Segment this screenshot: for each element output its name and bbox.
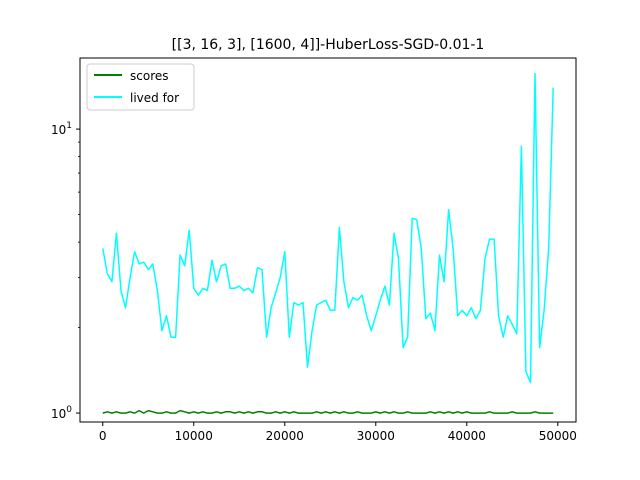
series-lines [102, 72, 554, 414]
y-tick-label: 101 [51, 121, 72, 137]
y-axis: 100 101 [51, 121, 80, 421]
x-axis: 0 10000 20000 30000 40000 50000 [99, 422, 577, 443]
series-line-scores [102, 409, 554, 414]
y-tick-label: 100 [51, 405, 72, 421]
legend-label-scores: scores [130, 69, 169, 83]
legend-label-lived-for: lived for [130, 91, 179, 105]
x-tick-label: 10000 [175, 429, 213, 443]
chart-title: [[3, 16, 3], [1600, 4]]-HuberLoss-SGD-0.… [172, 37, 485, 53]
x-tick-label: 50000 [539, 429, 577, 443]
x-tick-label: 0 [99, 429, 107, 443]
x-tick-label: 40000 [448, 429, 486, 443]
plot-frame [79, 57, 577, 423]
x-tick-label: 30000 [357, 429, 395, 443]
x-tick-label: 20000 [266, 429, 304, 443]
series-line-lived-for [102, 72, 554, 384]
legend: scores lived for [86, 63, 195, 111]
